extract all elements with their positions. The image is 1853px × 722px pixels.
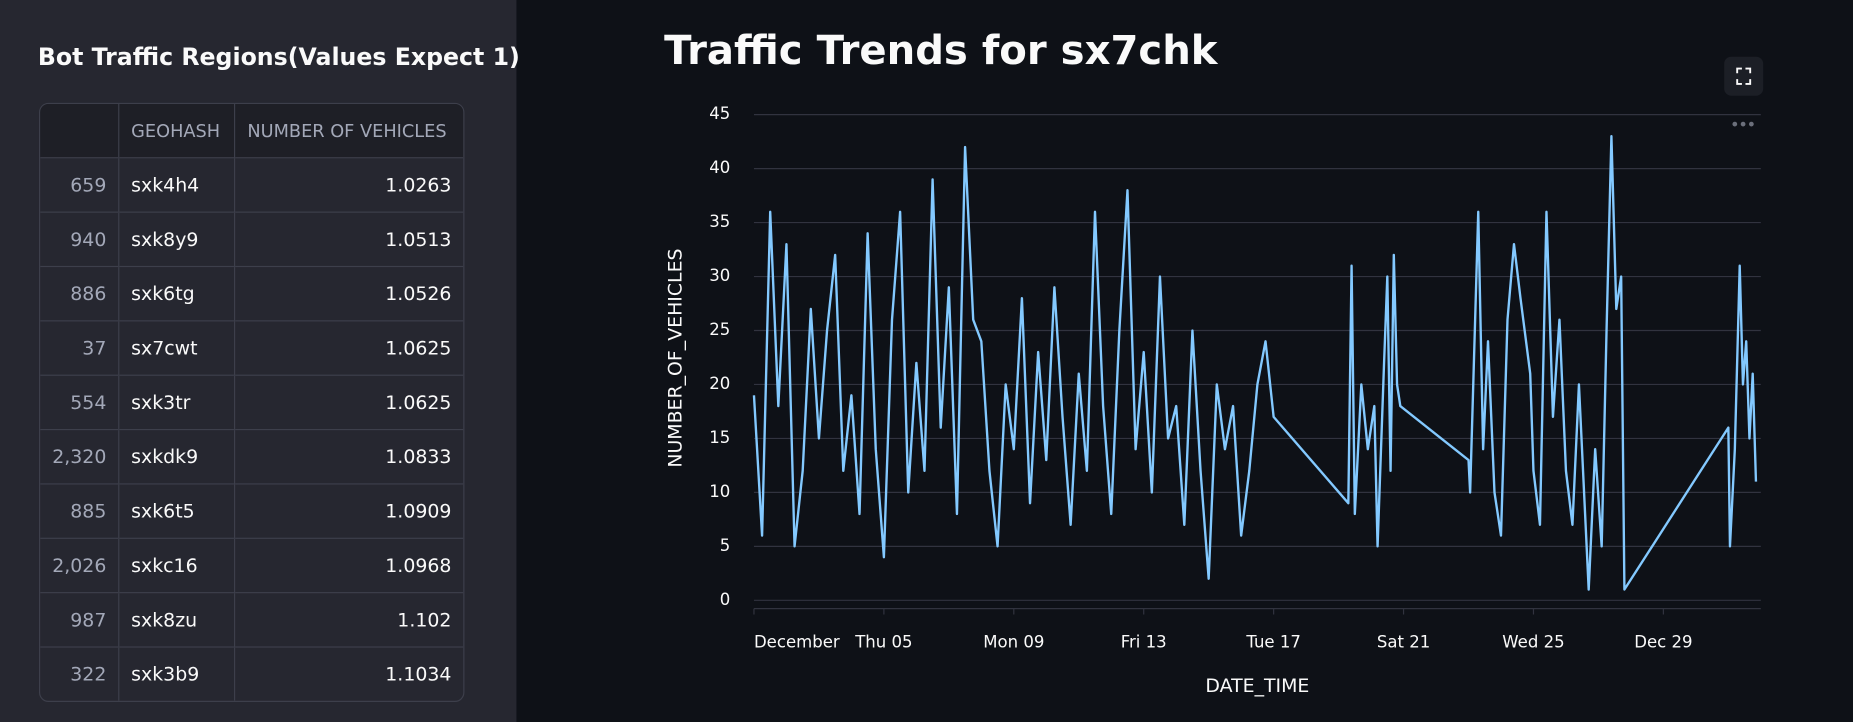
table-row: 37 sx7cwt 1.0625 <box>40 320 464 376</box>
x-tick-label: Fri 13 <box>1121 632 1167 651</box>
y-tick-label: 15 <box>709 428 730 447</box>
y-tick-label: 5 <box>720 536 731 555</box>
table-row: 940 sxk8y9 1.0513 <box>40 211 464 267</box>
table-cell: 37 <box>40 320 119 376</box>
table-cell: 1.102 <box>234 592 464 648</box>
table-cell: 1.0263 <box>234 157 464 213</box>
x-tick-label: Mon 09 <box>983 632 1044 651</box>
table-cell: 2,026 <box>40 537 119 593</box>
table-cell: 1.0625 <box>234 320 464 376</box>
y-tick-label: 40 <box>709 158 730 177</box>
table-cell: 1.0526 <box>234 265 464 321</box>
table-cell: sxk8y9 <box>118 211 235 267</box>
table-cell: 987 <box>40 592 119 648</box>
x-tick-label: Dec 29 <box>1634 632 1692 651</box>
table-cell: sx7cwt <box>118 320 235 376</box>
table-cell: 1.0968 <box>234 537 464 593</box>
table: GEOHASH NUMBER OF VEHICLES 659 sxk4h4 1.0263… <box>40 103 464 701</box>
chart-title: Traffic Trends for sx7chk <box>664 28 1219 74</box>
table-cell: sxk3tr <box>118 374 235 430</box>
table-cell: 1.0833 <box>234 428 464 484</box>
table-cell: 1.1034 <box>234 646 464 701</box>
menu-dots[interactable] <box>1732 121 1754 127</box>
data-table: GEOHASH NUMBER OF VEHICLES 659 sxk4h4 1.0263… <box>38 102 465 702</box>
y-tick-label: 10 <box>709 482 730 501</box>
table-cell: sxk4h4 <box>118 157 235 213</box>
y-tick-label: 35 <box>709 212 730 231</box>
table-row: 659 sxk4h4 1.0263 <box>40 157 464 213</box>
sidebar-title: Bot Traffic Regions(Values Expect 1) <box>37 42 520 71</box>
table-cell: sxkdk9 <box>118 428 235 484</box>
table-row: 885 sxk6t5 1.0909 <box>40 483 464 539</box>
table-cell: 885 <box>40 483 119 539</box>
x-tick-label: December <box>754 632 840 651</box>
table-cell: 1.0909 <box>234 483 464 539</box>
table-cell: 1.0625 <box>234 374 464 430</box>
table-cell: 322 <box>40 646 119 701</box>
table-cell: sxk6t5 <box>118 483 235 539</box>
x-tick-label: Sat 21 <box>1377 632 1430 651</box>
index-header <box>40 103 119 158</box>
table-cell: 940 <box>40 211 119 267</box>
x-tick-label: Wed 25 <box>1502 632 1564 651</box>
y-tick-label: 45 <box>709 104 730 123</box>
table-row: 2,026 sxkc16 1.0968 <box>40 537 464 593</box>
table-row: 554 sxk3tr 1.0625 <box>40 374 464 430</box>
table-row: 322 sxk3b9 1.1034 <box>40 646 464 701</box>
x-axis-title: DATE_TIME <box>1205 675 1309 697</box>
table-cell: 886 <box>40 265 119 321</box>
x-tick-label: Tue 17 <box>1245 632 1301 651</box>
table-cell: 554 <box>40 374 119 430</box>
table-cell: 659 <box>40 157 119 213</box>
table-cell: 2,320 <box>40 428 119 484</box>
y-tick-label: 0 <box>720 590 731 609</box>
table-row: 886 sxk6tg 1.0526 <box>40 265 464 321</box>
table-row: 2,320 sxkdk9 1.0833 <box>40 428 464 484</box>
table-cell: sxk6tg <box>118 265 235 321</box>
table-cell: 1.0513 <box>234 211 464 267</box>
fullscreen-icon <box>1736 67 1752 85</box>
table-cell: sxk8zu <box>118 592 235 648</box>
column-header: GEOHASH <box>118 103 235 158</box>
sidebar: Bot Traffic Regions(Values Expect 1) GEO… <box>0 0 520 722</box>
data-line <box>752 135 1758 591</box>
table-row: 987 sxk8zu 1.102 <box>40 592 464 648</box>
table-cell: sxk3b9 <box>118 646 235 701</box>
y-tick-label: 20 <box>709 374 730 393</box>
table-cell: sxkc16 <box>118 537 235 593</box>
column-header: NUMBER OF VEHICLES <box>234 103 464 158</box>
y-tick-label: 25 <box>709 320 730 339</box>
y-tick-label: 30 <box>709 266 730 285</box>
x-tick-label: Thu 05 <box>854 632 912 651</box>
y-axis-title: NUMBER_OF_VEHICLES <box>664 248 686 467</box>
header-row: GEOHASH NUMBER OF VEHICLES <box>40 103 464 158</box>
fullscreen-button[interactable] <box>1724 56 1764 96</box>
